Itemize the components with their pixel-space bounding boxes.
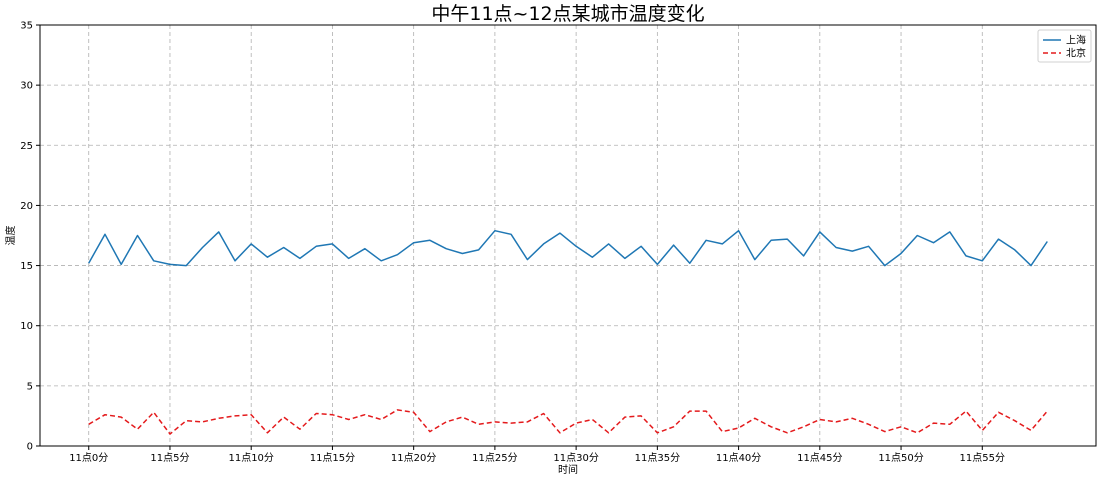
y-tick-label: 15 (20, 261, 33, 272)
x-tick-label: 11点0分 (69, 452, 108, 464)
y-tick-label: 20 (20, 201, 33, 212)
x-tick-label: 11点5分 (150, 452, 189, 464)
x-tick-label: 11点35分 (635, 452, 680, 464)
legend-label: 北京 (1066, 47, 1086, 60)
y-tick-label: 10 (20, 321, 33, 332)
x-tick-label: 11点30分 (553, 452, 598, 464)
series-line-1 (88, 229, 1048, 267)
y-tick-label: 5 (27, 381, 33, 392)
x-tick-label: 11点25分 (472, 452, 517, 464)
x-tick-label: 11点55分 (960, 452, 1005, 464)
legend-frame (1037, 29, 1092, 63)
x-tick-label: 11点40分 (716, 452, 761, 464)
x-tick-label: 11点15分 (310, 452, 355, 464)
x-tick-label: 11点10分 (228, 452, 273, 464)
y-tick-label: 0 (27, 442, 33, 453)
plot-frame (39, 24, 1097, 447)
y-tick-label: 25 (20, 141, 33, 152)
x-tick-label: 11点20分 (391, 452, 436, 464)
y-tick-label: 30 (20, 81, 33, 92)
grid (40, 24, 1096, 447)
y-tick-label: 35 (20, 21, 33, 32)
x-tick-label: 11点50分 (878, 452, 923, 464)
axis-ticks: 0 5 10 15 20 25 30 35 11点0分 11点5分 11点10分 11点15分 11点2… (20, 21, 1005, 465)
y-axis-label: 温度 (4, 226, 17, 246)
legend-label: 上海 (1066, 34, 1086, 47)
series-lines (88, 229, 1048, 435)
x-axis-label: 时间 (558, 463, 578, 476)
series-line-2 (88, 409, 1048, 435)
chart-title: 中午11点~12点某城市温度变化 (431, 3, 704, 25)
x-tick-label: 11点45分 (797, 452, 842, 464)
